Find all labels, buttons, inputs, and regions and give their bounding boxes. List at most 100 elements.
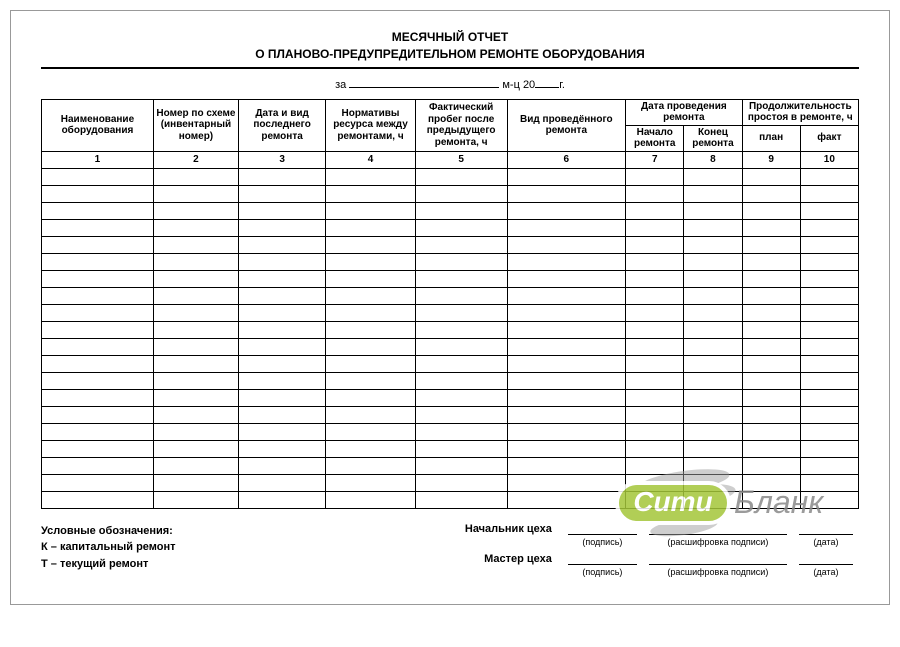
table-cell bbox=[415, 440, 507, 457]
table-cell bbox=[626, 338, 684, 355]
table-cell bbox=[507, 389, 626, 406]
chief-decode-field bbox=[649, 534, 787, 535]
table-cell bbox=[507, 168, 626, 185]
table-cell bbox=[42, 338, 154, 355]
table-cell bbox=[507, 372, 626, 389]
table-cell bbox=[742, 338, 800, 355]
col-number: 1 bbox=[42, 151, 154, 168]
table-cell bbox=[42, 321, 154, 338]
title-block: МЕСЯЧНЫЙ ОТЧЕТ О ПЛАНОВО-ПРЕДУПРЕДИТЕЛЬН… bbox=[41, 29, 859, 63]
col-subheader: факт bbox=[800, 125, 858, 151]
table-cell bbox=[507, 270, 626, 287]
col-number: 5 bbox=[415, 151, 507, 168]
table-cell bbox=[415, 202, 507, 219]
table-cell bbox=[507, 219, 626, 236]
table-cell bbox=[742, 287, 800, 304]
table-cell bbox=[800, 321, 858, 338]
table-cell bbox=[153, 253, 238, 270]
table-cell bbox=[415, 338, 507, 355]
table-cell bbox=[238, 372, 325, 389]
table-cell bbox=[326, 474, 416, 491]
sub-decode-1: (расшифровка подписи) bbox=[643, 537, 793, 547]
table-cell bbox=[153, 321, 238, 338]
legend-title: Условные обозначения: bbox=[41, 523, 434, 540]
table-row bbox=[42, 389, 859, 406]
table-row bbox=[42, 304, 859, 321]
table-cell bbox=[742, 168, 800, 185]
table-cell bbox=[507, 474, 626, 491]
table-cell bbox=[326, 304, 416, 321]
master-sign-field bbox=[568, 564, 637, 565]
table-cell bbox=[684, 372, 742, 389]
table-cell bbox=[153, 236, 238, 253]
table-cell bbox=[507, 287, 626, 304]
table-cell bbox=[800, 287, 858, 304]
table-cell bbox=[626, 491, 684, 508]
table-cell bbox=[684, 202, 742, 219]
col-subheader: Начало ремонта bbox=[626, 125, 684, 151]
table-cell bbox=[626, 474, 684, 491]
table-cell bbox=[626, 423, 684, 440]
table-cell bbox=[153, 270, 238, 287]
table-cell bbox=[800, 423, 858, 440]
table-cell bbox=[742, 474, 800, 491]
table-cell bbox=[800, 185, 858, 202]
table-cell bbox=[626, 185, 684, 202]
table-cell bbox=[626, 355, 684, 372]
table-cell bbox=[153, 440, 238, 457]
table-cell bbox=[684, 287, 742, 304]
table-cell bbox=[742, 423, 800, 440]
period-line: за м-ц 20г. bbox=[41, 79, 859, 91]
table-cell bbox=[800, 236, 858, 253]
table-cell bbox=[326, 321, 416, 338]
table-cell bbox=[742, 321, 800, 338]
table-cell bbox=[415, 168, 507, 185]
sub-date-2: (дата) bbox=[793, 567, 859, 577]
table-row bbox=[42, 338, 859, 355]
col-number: 10 bbox=[800, 151, 858, 168]
table-cell bbox=[153, 423, 238, 440]
table-cell bbox=[742, 219, 800, 236]
col-number: 7 bbox=[626, 151, 684, 168]
table-cell bbox=[626, 202, 684, 219]
table-row bbox=[42, 253, 859, 270]
table-cell bbox=[153, 168, 238, 185]
table-cell bbox=[153, 474, 238, 491]
table-cell bbox=[742, 304, 800, 321]
table-cell bbox=[507, 355, 626, 372]
table-cell bbox=[684, 474, 742, 491]
col-header: Продолжительность простоя в ремонте, ч bbox=[742, 99, 858, 125]
table-cell bbox=[415, 185, 507, 202]
table-cell bbox=[800, 372, 858, 389]
sub-sign-2: (подпись) bbox=[562, 567, 643, 577]
table-cell bbox=[42, 202, 154, 219]
table-body bbox=[42, 168, 859, 508]
table-cell bbox=[326, 355, 416, 372]
table-cell bbox=[800, 304, 858, 321]
table-cell bbox=[626, 219, 684, 236]
table-cell bbox=[626, 372, 684, 389]
table-cell bbox=[800, 406, 858, 423]
table-cell bbox=[684, 253, 742, 270]
table-cell bbox=[684, 236, 742, 253]
table-cell bbox=[626, 389, 684, 406]
table-cell bbox=[626, 236, 684, 253]
table-cell bbox=[415, 474, 507, 491]
table-cell bbox=[626, 457, 684, 474]
table-row bbox=[42, 423, 859, 440]
table-cell bbox=[238, 423, 325, 440]
table-cell bbox=[507, 321, 626, 338]
table-cell bbox=[326, 270, 416, 287]
table-cell bbox=[800, 168, 858, 185]
table-cell bbox=[238, 202, 325, 219]
table-row bbox=[42, 440, 859, 457]
table-cell bbox=[326, 389, 416, 406]
footer: Условные обозначения: К – капитальный ре… bbox=[41, 523, 859, 583]
table-cell bbox=[153, 304, 238, 321]
table-cell bbox=[42, 270, 154, 287]
table-cell bbox=[42, 372, 154, 389]
col-number: 8 bbox=[684, 151, 742, 168]
table-cell bbox=[42, 491, 154, 508]
col-header: Нормативы ресурса между ремонтами, ч bbox=[326, 99, 416, 151]
table-cell bbox=[507, 338, 626, 355]
